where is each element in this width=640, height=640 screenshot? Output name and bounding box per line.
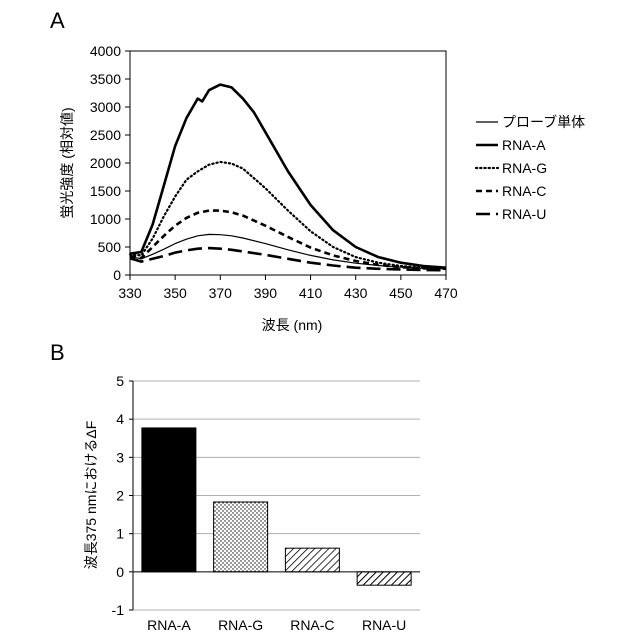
panel-a-ylabel: 蛍光強度 (相対値) (59, 107, 75, 218)
y-tick-label: 2000 (90, 155, 121, 171)
y-tick-label: 3 (116, 449, 124, 465)
y-tick-label: 1 (116, 526, 124, 542)
figure: A 33035037039041043045047005001000150020… (0, 0, 640, 640)
y-tick-label: 3000 (90, 99, 121, 115)
bar-RNA-A (142, 428, 196, 572)
y-tick-label: 500 (98, 239, 122, 255)
legend-label: RNA-U (502, 206, 546, 222)
panel-a-xlabel: 波長 (nm) (262, 317, 323, 333)
panel-b-label: B (50, 340, 65, 365)
legend-label: プローブ単体 (502, 114, 585, 130)
panel-a-series (130, 85, 446, 271)
panel-b: B RNA-A RNA-G RNA-C RNA-U -1 0 1 2 3 4 5 波長375 nm… (50, 340, 420, 633)
y-tick-label: 3500 (90, 71, 121, 87)
panel-a-legend: プローブ単体 RNA-A RNA-G RNA-C RNA-U (476, 114, 585, 222)
x-tick-label: 470 (434, 285, 458, 301)
panel-b-bars: RNA-A RNA-G RNA-C RNA-U (142, 428, 411, 633)
bar-RNA-C (285, 548, 339, 572)
x-tick-label: 410 (299, 285, 323, 301)
x-tick-label: 450 (389, 285, 413, 301)
panel-b-ticks: -1 0 1 2 3 4 5 (112, 373, 133, 618)
x-category-label: RNA-U (362, 617, 406, 633)
y-tick-label: 1500 (90, 183, 121, 199)
panel-b-ylabel: 波長375 nmにおけるΔF (83, 421, 99, 570)
y-tick-label: 0 (116, 564, 124, 580)
y-tick-label: 2500 (90, 127, 121, 143)
legend-label: RNA-A (502, 137, 546, 153)
x-tick-label: 430 (344, 285, 368, 301)
x-category-label: RNA-C (290, 617, 334, 633)
bar-RNA-U (357, 572, 411, 585)
y-tick-label: 2 (116, 488, 124, 504)
x-tick-label: 370 (209, 285, 233, 301)
legend-label: RNA-C (502, 183, 546, 199)
series-line-RNA-A (130, 85, 446, 268)
panel-a-plot-frame (130, 51, 446, 275)
x-tick-label: 390 (254, 285, 278, 301)
y-tick-label: -1 (112, 602, 125, 618)
y-tick-label: 5 (116, 373, 124, 389)
panel-a: A 330 350 370 390 410 430 450 470 0 500 1000 1500 20… (50, 8, 585, 333)
y-tick-label: 4 (116, 411, 124, 427)
x-category-label: RNA-G (218, 617, 263, 633)
x-category-label: RNA-A (147, 617, 191, 633)
x-tick-label: 350 (163, 285, 187, 301)
x-tick-label: 330 (118, 285, 142, 301)
bar-RNA-G (214, 502, 268, 572)
legend-label: RNA-G (502, 160, 547, 176)
y-tick-label: 1000 (90, 211, 121, 227)
y-tick-label: 4000 (90, 43, 121, 59)
y-tick-label: 0 (113, 267, 121, 283)
panel-a-label: A (50, 8, 65, 33)
